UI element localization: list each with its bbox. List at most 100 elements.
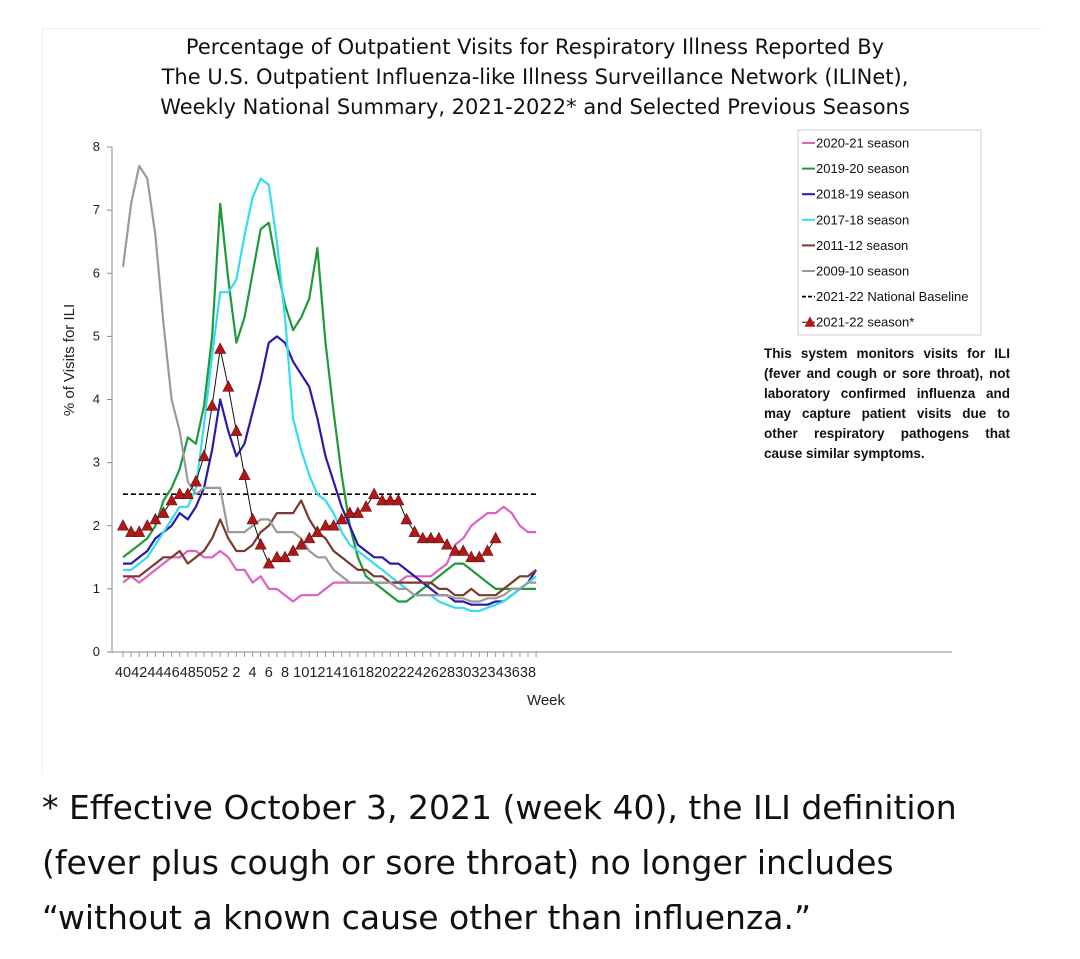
- x-tick-label: 16: [342, 665, 358, 681]
- series-point-2021-22-season: [481, 544, 494, 556]
- series-point-2021-22-season: [287, 544, 300, 556]
- series-point-2021-22-season: [368, 487, 381, 499]
- chart-title: Percentage of Outpatient Visits for Resp…: [0, 32, 1070, 122]
- series-point-2021-22-season: [376, 493, 389, 506]
- series-point-2021-22-season: [424, 531, 437, 544]
- x-tick-label: 38: [520, 665, 536, 681]
- series-point-2021-22-season: [246, 512, 259, 525]
- y-tick-label: 6: [93, 265, 100, 280]
- series-point-2021-22-season: [416, 531, 429, 544]
- series-point-2021-22-season: [262, 556, 275, 569]
- x-tick-label: 8: [281, 665, 289, 681]
- series-line-2019-20-season: [122, 202, 537, 603]
- series-point-2021-22-season: [189, 474, 202, 487]
- x-tick-label: 52: [212, 665, 228, 681]
- footnote: * Effective October 3, 2021 (week 40), t…: [42, 780, 1062, 945]
- series-point-2021-22-season: [303, 531, 316, 544]
- series-point-2021-22-season: [181, 487, 194, 499]
- legend-label: 2021-22 season*: [816, 315, 914, 330]
- series-point-2021-22-season: [449, 544, 462, 556]
- x-tick-label: 18: [358, 665, 374, 681]
- x-tick-label: 14: [326, 665, 342, 681]
- series-point-2021-22-season: [457, 544, 470, 556]
- series-line-2018-19-season: [123, 335, 538, 606]
- series-point-2021-22-season: [214, 342, 227, 354]
- footnote-line-2: (fever plus cough or sore throat) no lon…: [42, 843, 894, 882]
- chart-title-line-1: Percentage of Outpatient Visits for Resp…: [185, 35, 885, 59]
- y-tick-label: 1: [93, 581, 100, 596]
- series-point-2021-22-season: [319, 519, 332, 531]
- series-point-2021-22-season: [165, 493, 178, 506]
- y-tick-label: 2: [93, 518, 100, 533]
- chart-note: This system monitors visits for ILI (fev…: [764, 346, 1010, 461]
- y-tick-label: 4: [93, 392, 100, 407]
- series-point-2021-22-season: [133, 525, 146, 537]
- legend-triangle-marker: [804, 316, 816, 327]
- x-tick-label: 4: [249, 665, 257, 681]
- series-point-2021-22-season: [335, 512, 348, 525]
- series-line-2011-12-season: [123, 499, 537, 597]
- y-tick-label: 8: [93, 139, 100, 154]
- series-point-2021-22-season: [238, 468, 251, 481]
- y-tick-label: 3: [93, 455, 100, 470]
- series-point-2021-22-season: [125, 525, 138, 537]
- series-point-2021-22-season: [392, 493, 405, 506]
- footnote-line-1: * Effective October 3, 2021 (week 40), t…: [42, 788, 957, 827]
- x-tick-label: 10: [293, 665, 309, 681]
- y-tick-label: 7: [93, 202, 100, 217]
- x-tick-label: 30: [455, 665, 471, 681]
- y-tick-label: 5: [93, 328, 100, 343]
- series-point-2021-22-season: [400, 512, 413, 525]
- series-point-2021-22-season: [198, 449, 210, 462]
- y-axis-title: % of Visits for ILI: [61, 304, 78, 416]
- series-point-2021-22-season: [465, 550, 478, 563]
- series-point-2021-22-season: [360, 500, 372, 512]
- series-point-2021-22-season: [206, 399, 219, 411]
- series-point-2021-22-season: [432, 531, 445, 544]
- chart-title-line-3: Weekly National Summary, 2021-2022* and …: [160, 95, 910, 119]
- x-tick-label: 22: [390, 665, 406, 681]
- legend-label: 2017-18 season: [816, 212, 909, 227]
- series-point-2021-22-season: [441, 538, 453, 550]
- series-line-2020-21-season: [122, 505, 537, 603]
- x-tick-label: 32: [471, 665, 487, 681]
- series-point-2021-22-season: [230, 424, 243, 436]
- series-point-2021-22-season: [327, 519, 340, 531]
- x-tick-label: 50: [196, 665, 212, 681]
- legend-label: 2018-19 season: [816, 187, 909, 202]
- x-tick-label: 44: [147, 665, 163, 681]
- series-point-2021-22-season: [117, 519, 129, 531]
- series-point-2021-22-season: [311, 525, 324, 537]
- series-point-2021-22-season: [173, 487, 186, 499]
- chart-title-line-2: The U.S. Outpatient Influenza-like Illne…: [161, 65, 909, 89]
- series-point-2021-22-season: [295, 538, 308, 550]
- legend-label: 2020-21 season: [816, 136, 909, 151]
- x-axis-title: Week: [527, 692, 566, 709]
- legend-box: [797, 129, 982, 336]
- series-point-2021-22-season: [157, 506, 170, 518]
- series-point-2021-22-season: [408, 525, 421, 537]
- x-tick-label: 12: [309, 665, 325, 681]
- series-point-2021-22-season: [351, 506, 364, 518]
- chart-panel: [42, 28, 1042, 773]
- legend-label: 2019-20 season: [816, 161, 909, 176]
- x-tick-label: 42: [131, 665, 147, 681]
- x-tick-label: 48: [180, 665, 196, 681]
- x-tick-label: 40: [115, 665, 131, 681]
- series-point-2021-22-season: [343, 506, 356, 518]
- x-tick-label: 20: [374, 665, 390, 681]
- x-tick-label: 24: [407, 665, 423, 681]
- series-point-2021-22-season: [222, 380, 235, 392]
- series-point-2021-22-season: [149, 512, 162, 525]
- x-tick-label: 2: [232, 665, 240, 681]
- series-point-2021-22-season: [384, 493, 397, 506]
- series-point-2021-22-season: [141, 519, 154, 531]
- series-point-2021-22-season: [270, 550, 283, 563]
- series-point-2021-22-season: [279, 550, 291, 563]
- footnote-line-3: “without a known cause other than influe…: [42, 898, 812, 937]
- x-tick-label: 6: [265, 665, 273, 681]
- x-tick-label: 34: [488, 665, 504, 681]
- series-line-2021-22-season: [122, 348, 497, 565]
- series-point-2021-22-season: [473, 550, 486, 563]
